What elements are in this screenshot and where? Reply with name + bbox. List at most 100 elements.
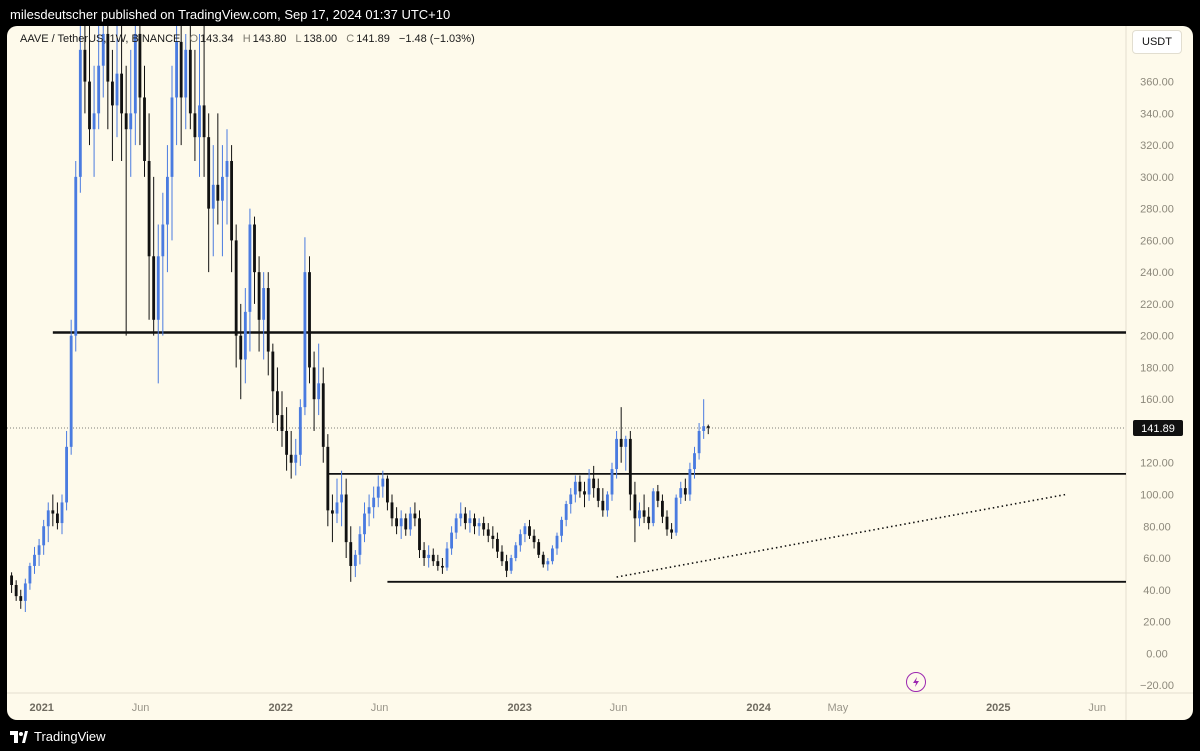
candle-body bbox=[51, 510, 55, 514]
y-tick-label: 180.00 bbox=[1140, 362, 1174, 374]
candle-body bbox=[202, 105, 206, 138]
candle-body bbox=[129, 113, 133, 130]
candle-body bbox=[706, 426, 710, 428]
candle-body bbox=[532, 535, 536, 543]
lightning-bolt-icon[interactable] bbox=[906, 672, 926, 692]
candle-body bbox=[413, 513, 417, 519]
candle-body bbox=[651, 491, 655, 524]
candle-body bbox=[266, 288, 270, 352]
candle-body bbox=[253, 224, 256, 273]
candle-body bbox=[143, 97, 146, 161]
candle-body bbox=[198, 105, 201, 138]
y-tick-label: 160.00 bbox=[1140, 394, 1174, 406]
candle-body bbox=[674, 497, 678, 533]
candle-body bbox=[74, 176, 78, 336]
candle-body bbox=[308, 272, 311, 368]
candle-body bbox=[381, 478, 385, 487]
candle-body bbox=[422, 550, 426, 559]
candle-body bbox=[326, 446, 330, 511]
high-label: H bbox=[242, 33, 251, 45]
candle-body bbox=[220, 176, 224, 201]
candle-body bbox=[33, 554, 36, 566]
footer-brand: TradingView bbox=[34, 729, 106, 744]
candle-body bbox=[289, 454, 293, 463]
y-tick-label: 260.00 bbox=[1140, 235, 1174, 247]
candle-body bbox=[294, 454, 298, 463]
candle-body bbox=[280, 415, 284, 431]
candle-body bbox=[587, 478, 591, 495]
candle-body bbox=[349, 542, 353, 566]
candle-body bbox=[372, 497, 376, 508]
chart-card[interactable]: 380.00360.00340.00320.00300.00280.00260.… bbox=[7, 26, 1193, 720]
candle-body bbox=[615, 438, 619, 470]
x-tick-label: 2021 bbox=[29, 702, 53, 714]
candle-body bbox=[642, 510, 646, 517]
candle-body bbox=[46, 510, 50, 527]
candle-body bbox=[303, 272, 307, 408]
x-tick-label: 2025 bbox=[986, 702, 1010, 714]
candle-body bbox=[60, 502, 64, 524]
candle-body bbox=[243, 311, 247, 360]
candle-body bbox=[564, 504, 568, 520]
candle-body bbox=[404, 518, 408, 530]
candle-body bbox=[285, 430, 289, 455]
price-chart[interactable]: 380.00360.00340.00320.00300.00280.00260.… bbox=[7, 26, 1193, 720]
candle-body bbox=[468, 518, 472, 524]
candle-body bbox=[358, 534, 362, 555]
candle-body bbox=[170, 97, 174, 177]
trendline-dotted bbox=[616, 493, 1066, 578]
candle-body bbox=[175, 41, 179, 98]
candle-body bbox=[679, 488, 683, 498]
candle-body bbox=[560, 519, 564, 536]
candle-body bbox=[427, 554, 431, 559]
close-label: C bbox=[346, 33, 355, 45]
candle-body bbox=[693, 453, 696, 470]
open-value: 143.34 bbox=[200, 33, 234, 45]
candle-body bbox=[363, 513, 366, 535]
candle-body bbox=[330, 510, 334, 514]
candle-body bbox=[65, 446, 69, 503]
candle-body bbox=[257, 272, 261, 320]
candle-body bbox=[248, 224, 252, 312]
candle-body bbox=[23, 583, 27, 601]
candle-body bbox=[147, 160, 151, 257]
candle-body bbox=[55, 513, 59, 524]
y-tick-label: 300.00 bbox=[1140, 172, 1174, 184]
candle-body bbox=[514, 545, 518, 559]
last-price-badge bbox=[1133, 419, 1183, 436]
candle-body bbox=[156, 256, 160, 320]
y-tick-label: 360.00 bbox=[1140, 77, 1174, 89]
candle-body bbox=[184, 49, 188, 98]
candle-body bbox=[441, 565, 444, 568]
candle-body bbox=[97, 65, 101, 114]
candle-body bbox=[317, 383, 321, 400]
candle-body bbox=[491, 535, 495, 539]
candle-body bbox=[459, 513, 463, 519]
candle-body bbox=[340, 494, 344, 503]
y-tick-label: 240.00 bbox=[1140, 267, 1174, 279]
candle-body bbox=[179, 41, 183, 98]
candle-body bbox=[19, 596, 23, 601]
candle-body bbox=[211, 184, 215, 209]
candle-body bbox=[92, 113, 96, 130]
y-tick-label: 220.00 bbox=[1140, 299, 1174, 311]
candle-body bbox=[321, 383, 325, 447]
candle-body bbox=[115, 73, 119, 106]
candle-body bbox=[546, 561, 550, 565]
candle-body bbox=[69, 335, 73, 447]
currency-button[interactable]: USDT bbox=[1132, 30, 1182, 54]
candle-body bbox=[592, 478, 596, 489]
candle-body bbox=[661, 500, 664, 517]
candle-body bbox=[486, 529, 490, 536]
high-value: 143.80 bbox=[252, 33, 287, 45]
candle-body bbox=[225, 160, 229, 177]
candle-body bbox=[385, 478, 389, 503]
candle-body bbox=[619, 438, 623, 447]
candle-body bbox=[606, 494, 609, 511]
symbol-label[interactable]: AAVE / TetherUS, 1W, BINANCE bbox=[20, 33, 181, 45]
candle-body bbox=[683, 488, 687, 495]
candle-body bbox=[578, 481, 582, 492]
candle-body bbox=[523, 526, 527, 535]
candle-body bbox=[573, 481, 577, 495]
candle-body bbox=[463, 513, 467, 524]
